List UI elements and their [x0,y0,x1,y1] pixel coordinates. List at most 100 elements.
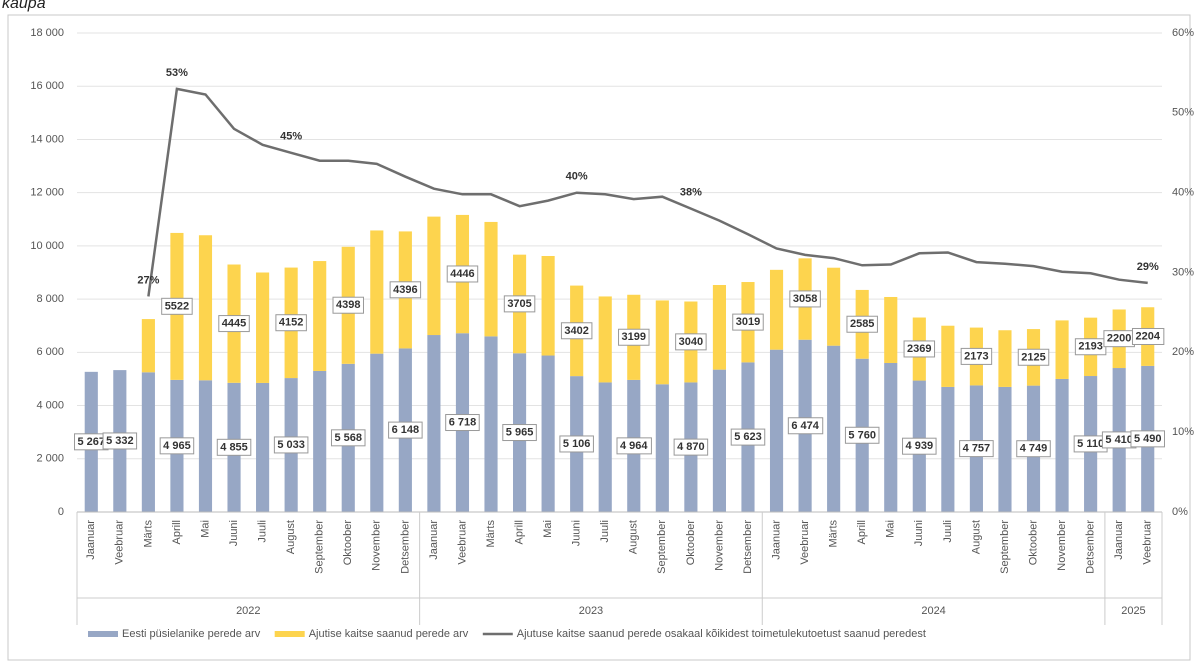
x-tick-label: Mai [199,520,211,538]
y2-tick-label: 50% [1172,107,1194,119]
bar-segment [198,235,213,381]
x-tick-label: Veebruar [799,520,811,565]
y-tick-label: 14 000 [30,133,64,145]
y-tick-label: 12 000 [30,187,64,199]
line-value-label: 27% [137,274,159,286]
bar-segment [712,285,727,370]
label-box [559,435,594,453]
bar-segment [541,355,555,512]
x-tick-label: Märts [485,520,497,548]
bar-value-label: 5 410 [1105,434,1133,446]
bar-segment [941,325,955,387]
label-box [159,437,195,455]
bar-value-label: 2193 [1078,341,1102,353]
x-tick-label: Juuli [256,520,268,543]
label-box [730,428,766,446]
bar-value-label: 5 568 [334,432,362,444]
x-tick-label: Märts [828,520,840,548]
bar-value-label: 2173 [964,350,988,362]
y-tick-label: 16 000 [30,80,64,92]
bar-value-label: 5 623 [734,431,762,443]
bar-value-label: 5 106 [563,438,591,450]
x-tick-label: Oktoober [342,520,354,566]
x-tick-label: Jaanuar [770,520,782,560]
bar-segment [370,230,384,354]
y-tick-label: 4 000 [36,399,64,411]
bar-value-label: 6 718 [449,417,477,429]
x-tick-label: Jaanuar [85,520,97,560]
y2-tick-label: 20% [1172,346,1194,358]
bar-segment [827,345,841,512]
y2-tick-label: 30% [1172,266,1194,278]
x-tick-label: August [628,520,640,554]
chart-border [7,14,1191,661]
bar-value-label: 4 939 [906,440,934,452]
label-box [844,426,880,444]
label-box [902,437,937,455]
bar-value-label: 4 870 [677,441,705,453]
x-tick-label: Veebruar [1142,520,1154,565]
x-tick-label: November [1056,520,1068,571]
label-box [332,296,364,314]
label-box [675,333,707,351]
bar-value-label: 2200 [1107,333,1131,345]
x-tick-label: Detsember [1085,520,1097,574]
group-label: 2022 [236,605,260,617]
y-tick-label: 18 000 [30,27,64,39]
bar-value-label: 3040 [679,336,703,348]
bar-value-label: 5 760 [848,429,876,441]
bar-value-label: 6 474 [791,420,819,432]
bar-segment [484,221,498,337]
x-tick-label: Juuni [228,520,240,546]
line-value-label: 53% [166,67,188,79]
bar-segment [884,296,898,363]
y2-tick-label: 40% [1172,187,1194,199]
bar-value-label: 5 110 [1077,438,1104,450]
bar-value-label: 3058 [793,293,817,305]
label-box [502,424,537,442]
label-box [503,295,536,313]
bar-segment [141,372,155,512]
label-box [216,438,252,456]
bar-value-label: 2585 [850,318,874,330]
bar-value-label: 2369 [907,343,931,355]
bar-segment [541,256,555,356]
y-tick-label: 0 [58,506,64,518]
x-tick-label: Aprill [171,520,183,544]
label-box [787,417,824,435]
x-tick-label: Jaanuar [1113,520,1125,560]
legend-swatch [274,631,305,637]
label-box [673,438,709,456]
x-tick-label: Juuni [913,520,925,546]
x-tick-label: Aprill [856,520,868,544]
x-tick-label: Juuli [942,520,954,543]
x-tick-label: November [371,520,383,571]
legend-swatch [88,631,118,637]
x-tick-label: Aprill [513,520,525,544]
label-box [903,340,936,358]
bar-segment [313,370,327,512]
label-box [1016,440,1051,458]
bar-value-label: 2204 [1135,330,1160,342]
x-tick-label: August [285,520,297,554]
legend-label: Eesti püsielanike perede arv [122,628,261,640]
label-box [1017,348,1050,366]
label-box [732,313,764,331]
bar-value-label: 4398 [336,299,360,311]
x-tick-label: August [970,520,982,554]
bar-segment [484,336,498,512]
y2-tick-label: 10% [1172,426,1194,438]
y-tick-label: 6 000 [36,346,64,358]
bar-segment [998,330,1012,387]
label-box [959,440,994,458]
label-box [330,429,366,447]
line-value-label: 38% [680,187,702,199]
y2-tick-label: 0% [1172,506,1188,518]
bar-value-label: 3199 [622,331,646,343]
x-tick-label: Oktoober [685,520,697,566]
label-box [1130,430,1165,448]
label-box [273,436,309,454]
x-tick-label: November [713,520,725,571]
bar-segment [313,261,327,371]
